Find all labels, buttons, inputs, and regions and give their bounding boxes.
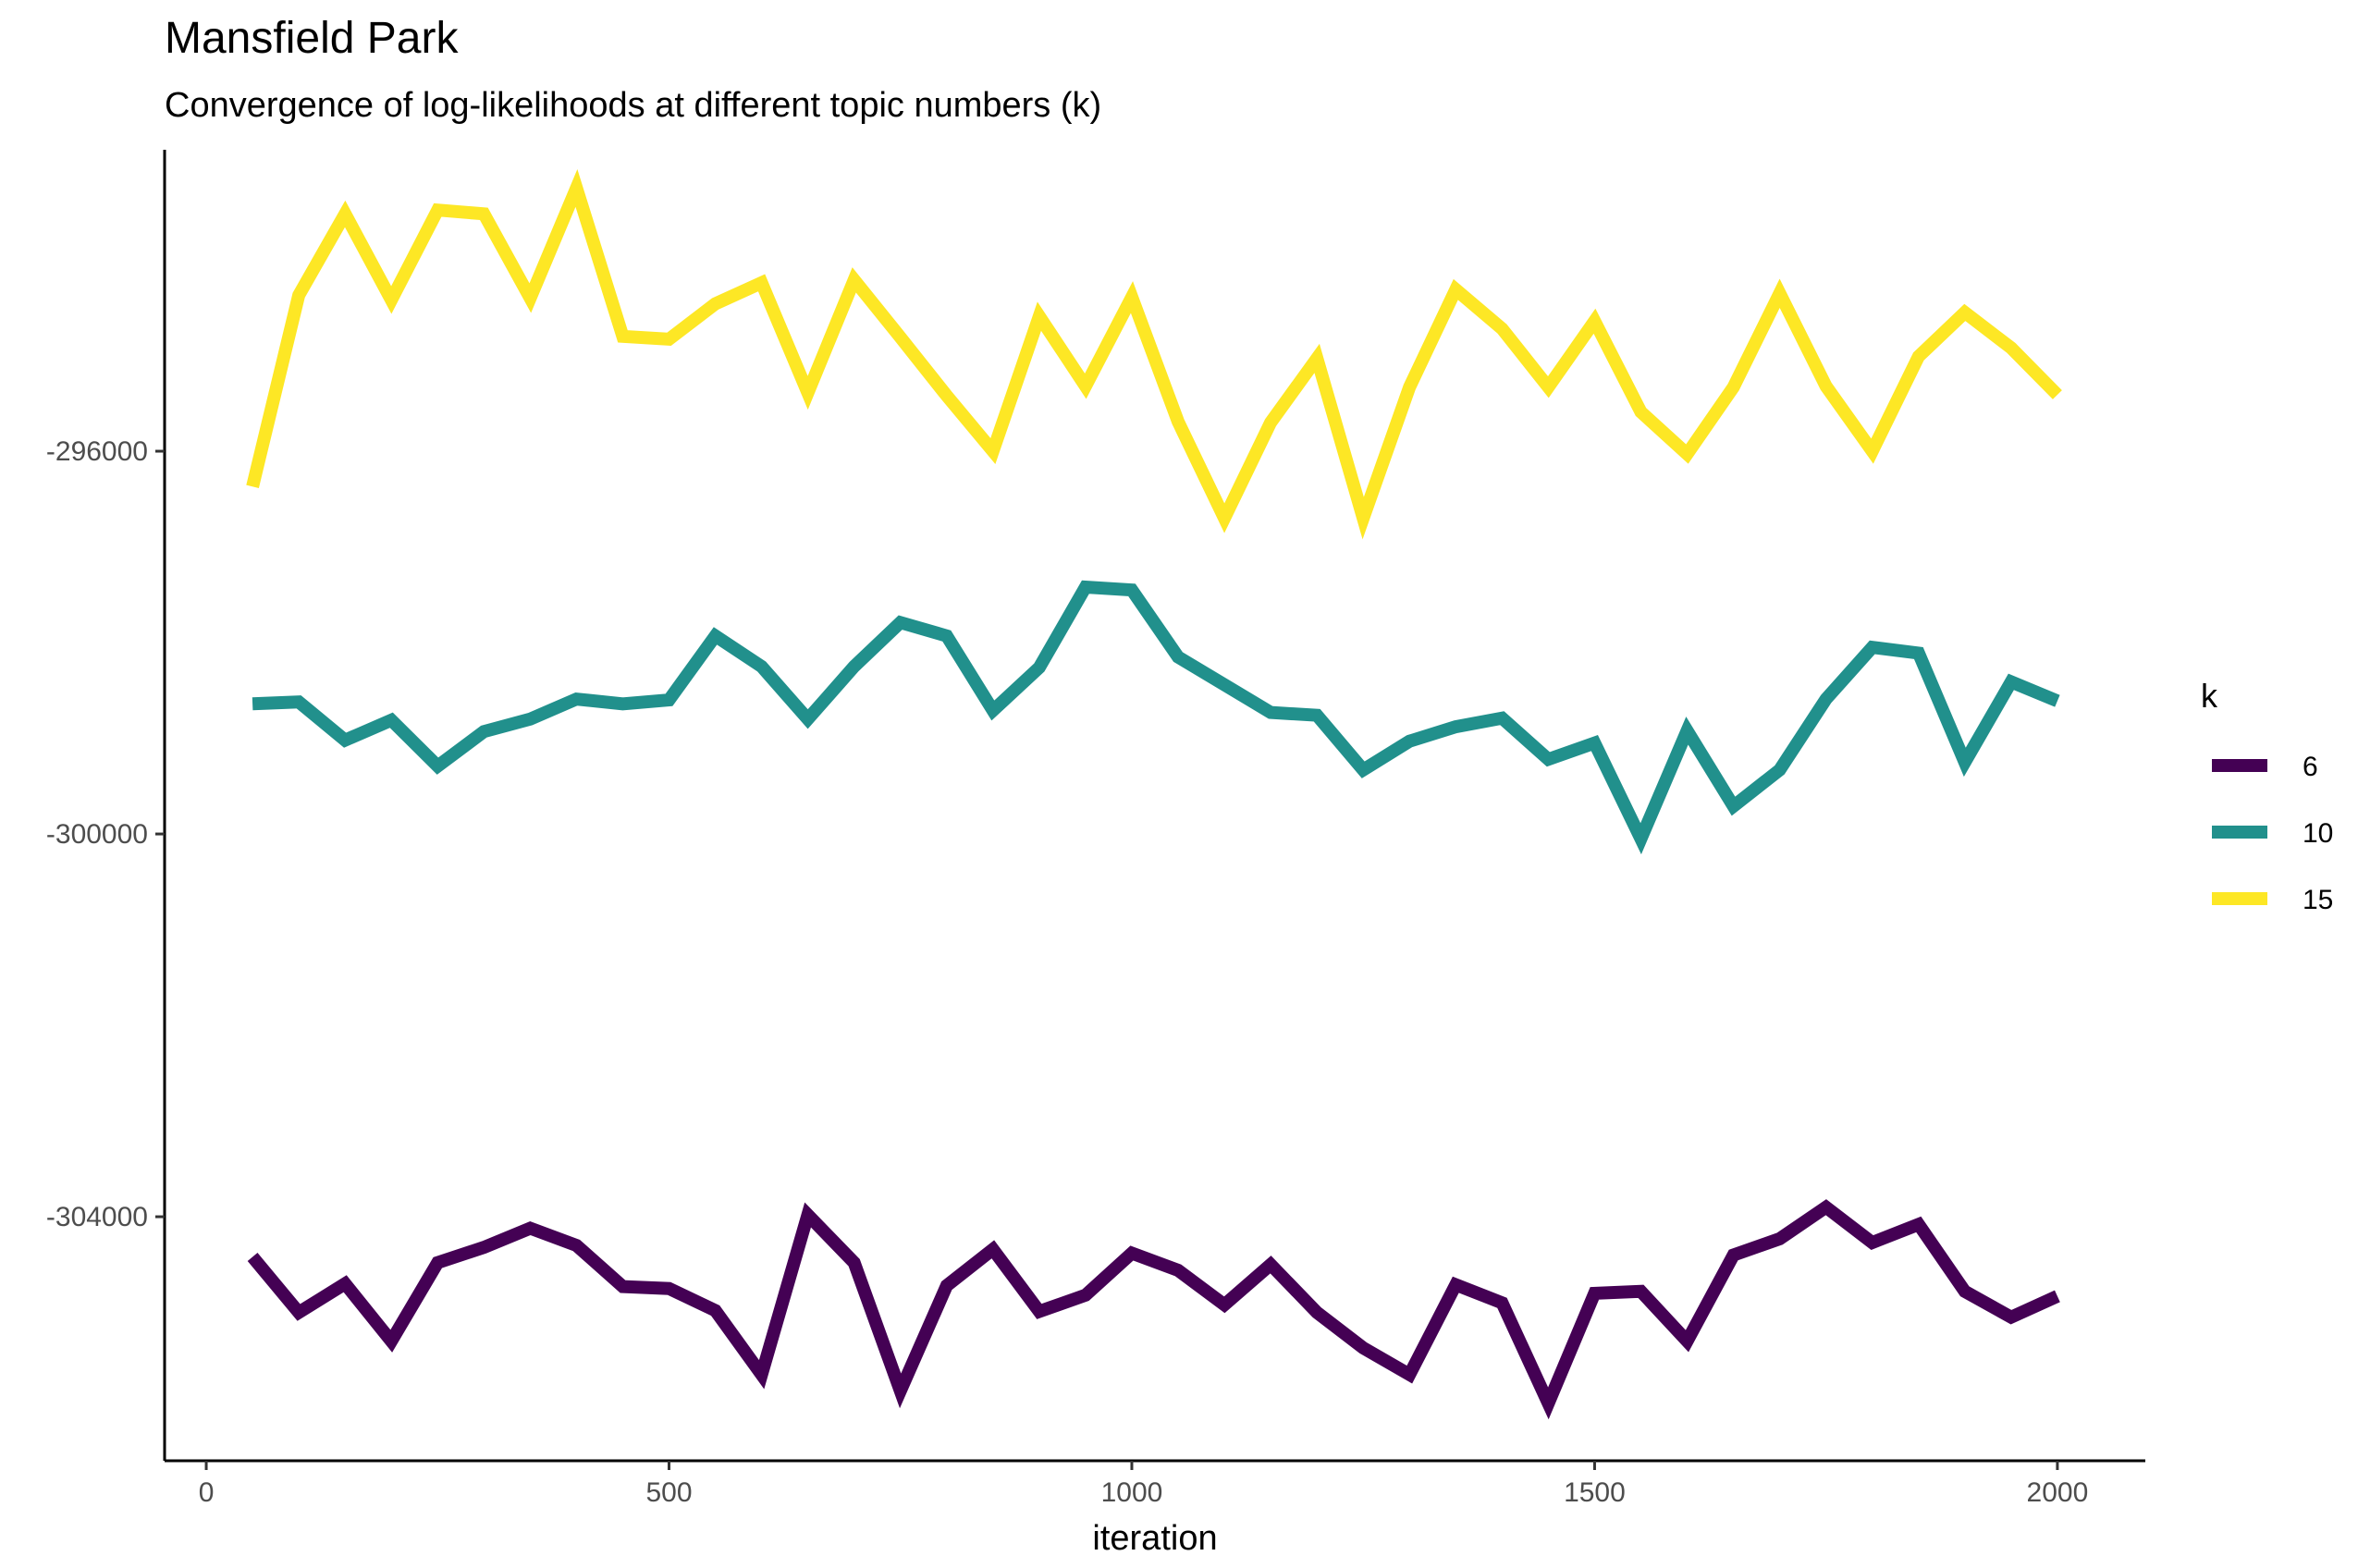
series-layer: [246, 169, 2062, 1420]
legend-label-k-6: 6: [2303, 752, 2318, 782]
x-tick-label: 2000: [2027, 1477, 2089, 1508]
x-axis-ticks: 0 500 1000 1500 2000: [199, 1461, 2089, 1508]
chart-title: Mansfield Park: [165, 14, 459, 63]
x-axis-title: iteration: [1092, 1519, 1217, 1558]
y-tick-label: -300000: [46, 819, 148, 850]
legend-label-k-10: 10: [2303, 818, 2333, 849]
y-axis-ticks: -296000 -300000 -304000: [46, 436, 165, 1232]
chart-subtitle: Convergence of log-likelihoods at differ…: [165, 86, 1102, 125]
y-tick-label: -304000: [46, 1202, 148, 1232]
x-tick-label: 500: [645, 1477, 692, 1508]
legend-label-k-15: 15: [2303, 885, 2333, 915]
legend-title: k: [2201, 677, 2218, 715]
y-tick-label: -296000: [46, 436, 148, 467]
x-tick-label: 1000: [1101, 1477, 1163, 1508]
series-line-k-10: [252, 580, 2060, 855]
x-tick-label: 0: [199, 1477, 215, 1508]
series-line-k-15: [246, 169, 2062, 540]
series-line-k-6: [247, 1199, 2060, 1420]
legend: k 6 10 15: [2201, 677, 2333, 915]
x-tick-label: 1500: [1564, 1477, 1626, 1508]
